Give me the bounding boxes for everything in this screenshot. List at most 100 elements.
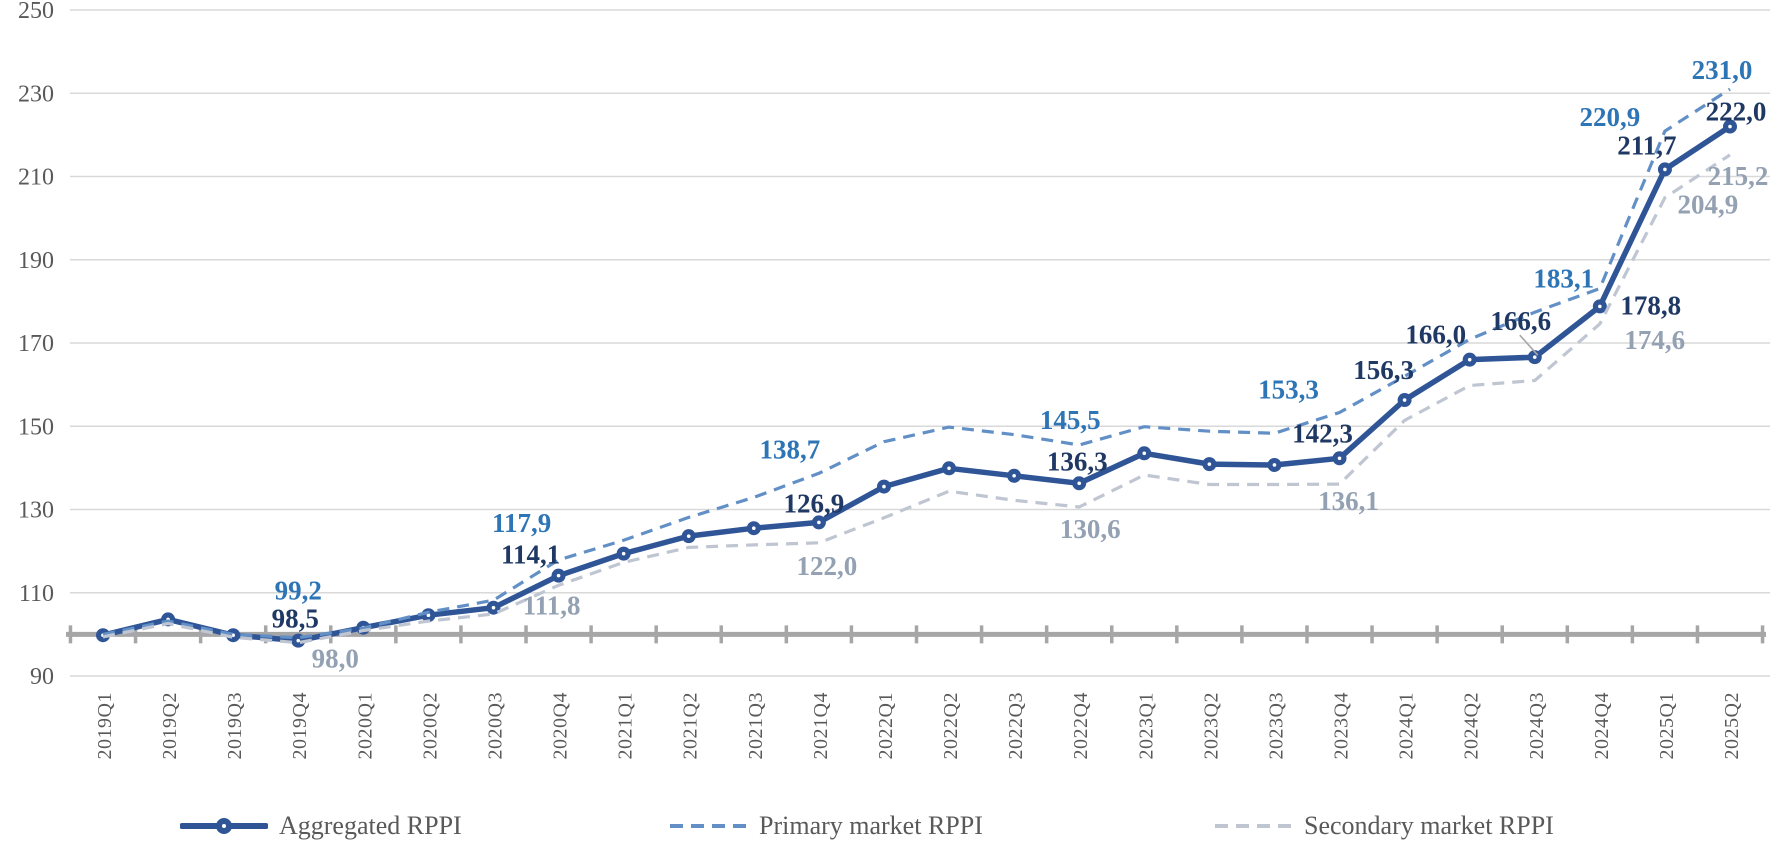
marker-center-dot — [686, 534, 691, 538]
x-tick-label: 2024Q3 — [1526, 692, 1548, 759]
data-label: 204,9 — [1678, 190, 1739, 220]
legend-label-secondary-market-rppi: Secondary market RPPI — [1304, 811, 1554, 840]
x-tick-label: 2023Q2 — [1200, 692, 1222, 759]
x-tick-label: 2022Q1 — [875, 692, 897, 759]
series-line — [100, 123, 1733, 644]
marker-center-dot — [621, 551, 626, 556]
x-tick-label: 2024Q2 — [1461, 692, 1483, 759]
marker-center-dot — [556, 573, 561, 578]
legend-swatch-gray-dashed-line-icon — [1215, 824, 1291, 828]
data-label: 166,6 — [1490, 306, 1551, 336]
data-label: 174,6 — [1624, 325, 1685, 355]
legend-item-aggregated-rppi: Aggregated RPPI — [180, 803, 462, 849]
legend-swatch-solid-line-marker-icon — [180, 818, 268, 834]
x-tick-label: 2022Q3 — [1005, 692, 1027, 759]
legend-item-secondary-market-rppi: Secondary market RPPI — [1213, 803, 1554, 849]
y-tick-label: 130 — [18, 498, 54, 524]
data-label: 138,7 — [760, 434, 821, 464]
data-label: 211,7 — [1617, 130, 1676, 160]
x-tick-label: 2021Q1 — [615, 692, 637, 759]
y-tick-label: 150 — [18, 414, 54, 440]
x-tick-label: 2019Q1 — [94, 692, 116, 759]
marker-center-dot — [882, 484, 886, 489]
data-label: 183,1 — [1533, 264, 1594, 294]
x-axis-tick-labels: 2019Q1 2019Q2 2019Q3 2019Q4 2020Q1 2020Q2 2020… — [94, 692, 1743, 759]
marker-center-dot — [1532, 355, 1537, 359]
y-tick-label: 90 — [30, 664, 54, 690]
x-tick-label: 2021Q3 — [745, 692, 767, 759]
chart-legend: Aggregated RPPI Primary market RPPI Seco… — [0, 803, 1779, 849]
y-tick-label: 210 — [18, 165, 54, 191]
data-label: 220,9 — [1580, 102, 1641, 132]
data-label: 222,0 — [1706, 97, 1767, 127]
marker-center-dot — [1402, 398, 1407, 402]
marker-center-dot — [817, 520, 821, 525]
data-label: 178,8 — [1620, 290, 1681, 320]
x-tick-label: 2020Q4 — [550, 692, 572, 759]
data-label: 142,3 — [1292, 418, 1353, 448]
marker-center-dot — [1077, 481, 1081, 486]
marker-center-dot — [752, 526, 756, 531]
data-label: 166,0 — [1405, 320, 1466, 350]
data-labels: 98,5 114,1 126,9 136,3 142,3 156,3 166,0 166,6 1… — [272, 55, 1769, 674]
series-aggregated-rppi — [96, 119, 1737, 648]
data-label: 117,9 — [492, 508, 551, 538]
data-label: 130,6 — [1060, 514, 1121, 544]
marker-center-dot — [947, 466, 951, 471]
chart-canvas: 250 230 210 190 170 150 130 110 90 98,5 114,1 126,9… — [18, 0, 1770, 759]
x-tick-label: 2023Q4 — [1331, 692, 1353, 759]
marker-center-dot — [1272, 463, 1277, 467]
marker-center-dot — [1467, 357, 1472, 362]
x-tick-label: 2019Q4 — [289, 692, 311, 759]
x-tick-label: 2021Q2 — [680, 692, 702, 759]
x-tick-label: 2024Q1 — [1396, 692, 1418, 759]
data-label: 156,3 — [1353, 355, 1414, 385]
x-tick-label: 2020Q2 — [419, 692, 441, 759]
data-label: 136,1 — [1318, 486, 1379, 516]
marker-center-dot — [1728, 124, 1732, 129]
legend-swatch-blue-dashed-line-icon — [670, 824, 746, 828]
data-label: 98,0 — [312, 644, 359, 674]
data-label: 99,2 — [275, 576, 322, 606]
x-tick-label: 2025Q1 — [1656, 692, 1678, 759]
x-tick-label: 2022Q2 — [940, 692, 962, 759]
y-tick-label: 230 — [18, 81, 54, 107]
data-label: 136,3 — [1047, 446, 1108, 476]
legend-item-primary-market-rppi: Primary market RPPI — [668, 803, 983, 849]
y-tick-label: 250 — [18, 0, 54, 24]
y-axis-tick-labels: 250 230 210 190 170 150 130 110 90 — [18, 0, 54, 690]
marker-center-dot — [1337, 456, 1342, 461]
legend-label-aggregated-rppi: Aggregated RPPI — [279, 811, 462, 840]
marker-center-dot — [1663, 167, 1667, 172]
series-secondary-market-rppi — [102, 153, 1731, 645]
x-tick-label: 2021Q4 — [810, 692, 832, 759]
x-tick-label: 2023Q3 — [1265, 692, 1287, 759]
series-line — [102, 87, 1731, 640]
x-tick-label: 2019Q2 — [159, 692, 181, 759]
marker-center-dot — [1207, 462, 1212, 466]
x-tick-label: 2025Q2 — [1721, 692, 1743, 759]
data-label: 153,3 — [1258, 375, 1319, 405]
marker-center-dot — [1142, 451, 1147, 456]
x-tick-label: 2022Q4 — [1070, 692, 1092, 759]
data-label: 145,5 — [1040, 405, 1101, 435]
data-label: 215,2 — [1708, 161, 1769, 191]
y-tick-label: 190 — [18, 248, 54, 274]
data-label: 122,0 — [797, 551, 858, 581]
y-tick-label: 110 — [19, 581, 54, 607]
data-label: 231,0 — [1692, 55, 1753, 85]
marker-center-dot — [1012, 473, 1016, 478]
marker-center-dot — [296, 638, 301, 643]
marker-center-dot — [1598, 304, 1602, 309]
gridlines — [70, 9, 1770, 677]
marker-center-dot — [491, 605, 496, 610]
x-tick-label: 2020Q1 — [354, 692, 376, 759]
data-label: 98,5 — [272, 604, 319, 634]
x-tick-label: 2024Q4 — [1591, 692, 1613, 759]
marker-center-dot — [426, 613, 431, 618]
series-line — [102, 153, 1731, 645]
x-tick-label: 2019Q3 — [224, 692, 246, 759]
data-label: 126,9 — [784, 488, 845, 518]
legend-label-primary-market-rppi: Primary market RPPI — [759, 811, 983, 840]
